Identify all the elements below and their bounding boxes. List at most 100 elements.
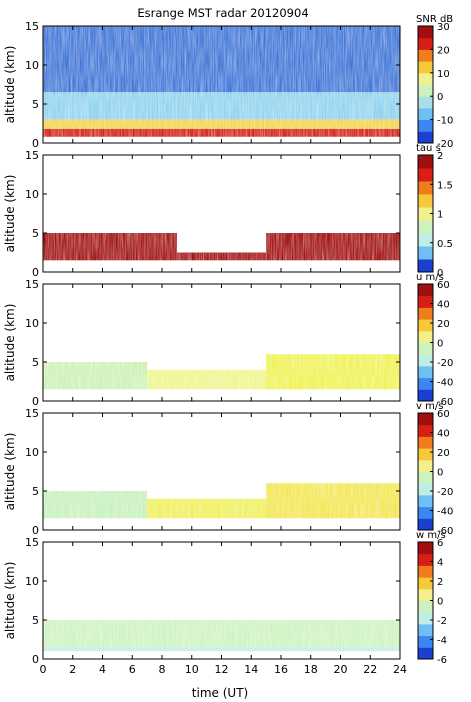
colorbar-swatch [418, 295, 433, 308]
colorbar-swatch [418, 436, 433, 449]
y-tick-label: 5 [32, 98, 39, 111]
colorbar-label: w m/s [416, 530, 446, 541]
colorbar-tick-label: -4 [437, 636, 447, 647]
noise-texture [43, 413, 400, 530]
colorbar-tick-label: 0.5 [437, 239, 453, 250]
colorbar-tick-label: -20 [437, 139, 453, 150]
colorbar-swatch [418, 119, 433, 132]
colorbar-tick-label: -40 [437, 378, 453, 389]
y-tick-label: 0 [32, 395, 39, 408]
x-tick-label: 14 [244, 663, 258, 676]
colorbar-tick-label: 0 [437, 339, 443, 350]
colorbar: 6 4 2 0 -2 -4 -6 w m/s [416, 530, 447, 666]
colorbar-frame [417, 25, 434, 144]
y-tick-label: 10 [25, 59, 39, 72]
y-tick-label: 5 [32, 356, 39, 369]
colorbar: 2 1.5 1 0.5 0 tau s [416, 143, 453, 279]
y-axis-label: altitude (km) [3, 562, 17, 640]
colorbar-swatch [418, 259, 433, 273]
x-tick-label: 6 [129, 663, 136, 676]
y-tick-label: 5 [32, 485, 39, 498]
colorbar-tick-label: 0 [437, 268, 443, 279]
colorbar-swatch [418, 319, 433, 332]
colorbar-label: SNR dB [416, 14, 453, 25]
y-tick-label: 15 [25, 407, 39, 420]
noise-texture [43, 26, 400, 143]
colorbar-swatch [418, 131, 433, 144]
y-tick-label: 10 [25, 188, 39, 201]
y-tick-label: 15 [25, 20, 39, 33]
colorbar-swatch [418, 84, 433, 97]
x-tick-label: 16 [274, 663, 288, 676]
colorbar-swatch [418, 342, 433, 355]
colorbar-tick-label: -6 [437, 655, 447, 666]
colorbar-swatch [418, 377, 433, 390]
y-tick-label: 10 [25, 446, 39, 459]
figure-title: Esrange MST radar 20120904 [137, 6, 308, 20]
colorbar-swatch [418, 233, 433, 247]
y-tick-label: 10 [25, 317, 39, 330]
colorbar-swatch [418, 459, 433, 472]
colorbar-tick-label: -20 [437, 487, 453, 498]
colorbar-swatch [418, 518, 433, 531]
colorbar-swatch [418, 307, 433, 320]
x-tick-label: 24 [393, 663, 407, 676]
colorbar-swatch [418, 37, 433, 50]
y-tick-label: 0 [32, 524, 39, 537]
colorbar-swatch [418, 542, 433, 555]
y-tick-label: 10 [25, 575, 39, 588]
y-axis-label: altitude (km) [3, 46, 17, 124]
colorbar-tick-label: -20 [437, 358, 453, 369]
colorbar-label: v m/s [416, 401, 443, 412]
colorbar-tick-label: 0 [437, 92, 443, 103]
colorbar-tick-label: 20 [437, 319, 450, 330]
y-tick-label: 0 [32, 653, 39, 666]
colorbar-swatch [418, 623, 433, 637]
colorbar-tick-label: -2 [437, 616, 447, 627]
colorbar-swatch [418, 181, 433, 195]
colorbar-swatch [418, 471, 433, 484]
x-tick-label: 10 [185, 663, 199, 676]
y-tick-label: 5 [32, 227, 39, 240]
colorbar-tick-label: 2 [437, 577, 443, 588]
colorbar-tick-label: 20 [437, 448, 450, 459]
colorbar-tick-label: 30 [437, 22, 450, 33]
colorbar-tick-label: 60 [437, 409, 450, 420]
x-tick-label: 18 [304, 663, 318, 676]
colorbar-swatch [418, 483, 433, 496]
x-tick-label: 8 [159, 663, 166, 676]
y-tick-label: 0 [32, 137, 39, 150]
colorbar-tick-label: -40 [437, 507, 453, 518]
colorbar-swatch [418, 448, 433, 461]
colorbar-swatch [418, 612, 433, 625]
colorbar: 60 40 20 0 -20 -40 -60 v m/s [416, 401, 453, 537]
colorbar: 60 40 20 0 -20 -40 -60 u m/s [416, 272, 453, 408]
colorbar: 30 20 10 0 -10 -20 SNR dB [416, 14, 453, 150]
colorbar-swatch [418, 72, 433, 85]
y-tick-label: 5 [32, 614, 39, 627]
colorbar-tick-label: -10 [437, 116, 453, 127]
colorbar-tick-label: 10 [437, 69, 450, 80]
colorbar-swatch [418, 413, 433, 426]
colorbar-swatch [418, 168, 433, 182]
colorbar-tick-label: 60 [437, 280, 450, 291]
colorbar-swatch [418, 588, 433, 601]
y-axis-label: altitude (km) [3, 175, 17, 253]
colorbar-swatch [418, 600, 433, 613]
colorbar-tick-label: 2 [437, 151, 443, 162]
colorbar-tick-label: 0 [437, 597, 443, 608]
colorbar-tick-label: 6 [437, 538, 443, 549]
x-axis-label: time (UT) [192, 686, 248, 700]
panel-2: 0 5 10 15 altitude (km) 2 1.5 1 0.5 0 tau s [3, 143, 453, 279]
y-tick-label: 15 [25, 149, 39, 162]
colorbar-swatch [418, 330, 433, 343]
colorbar-swatch [418, 107, 433, 121]
colorbar-swatch [418, 494, 433, 508]
colorbar-swatch [418, 194, 433, 208]
x-tick-label: 2 [69, 663, 76, 676]
colorbar-swatch [418, 26, 433, 39]
colorbar-swatch [418, 635, 433, 648]
